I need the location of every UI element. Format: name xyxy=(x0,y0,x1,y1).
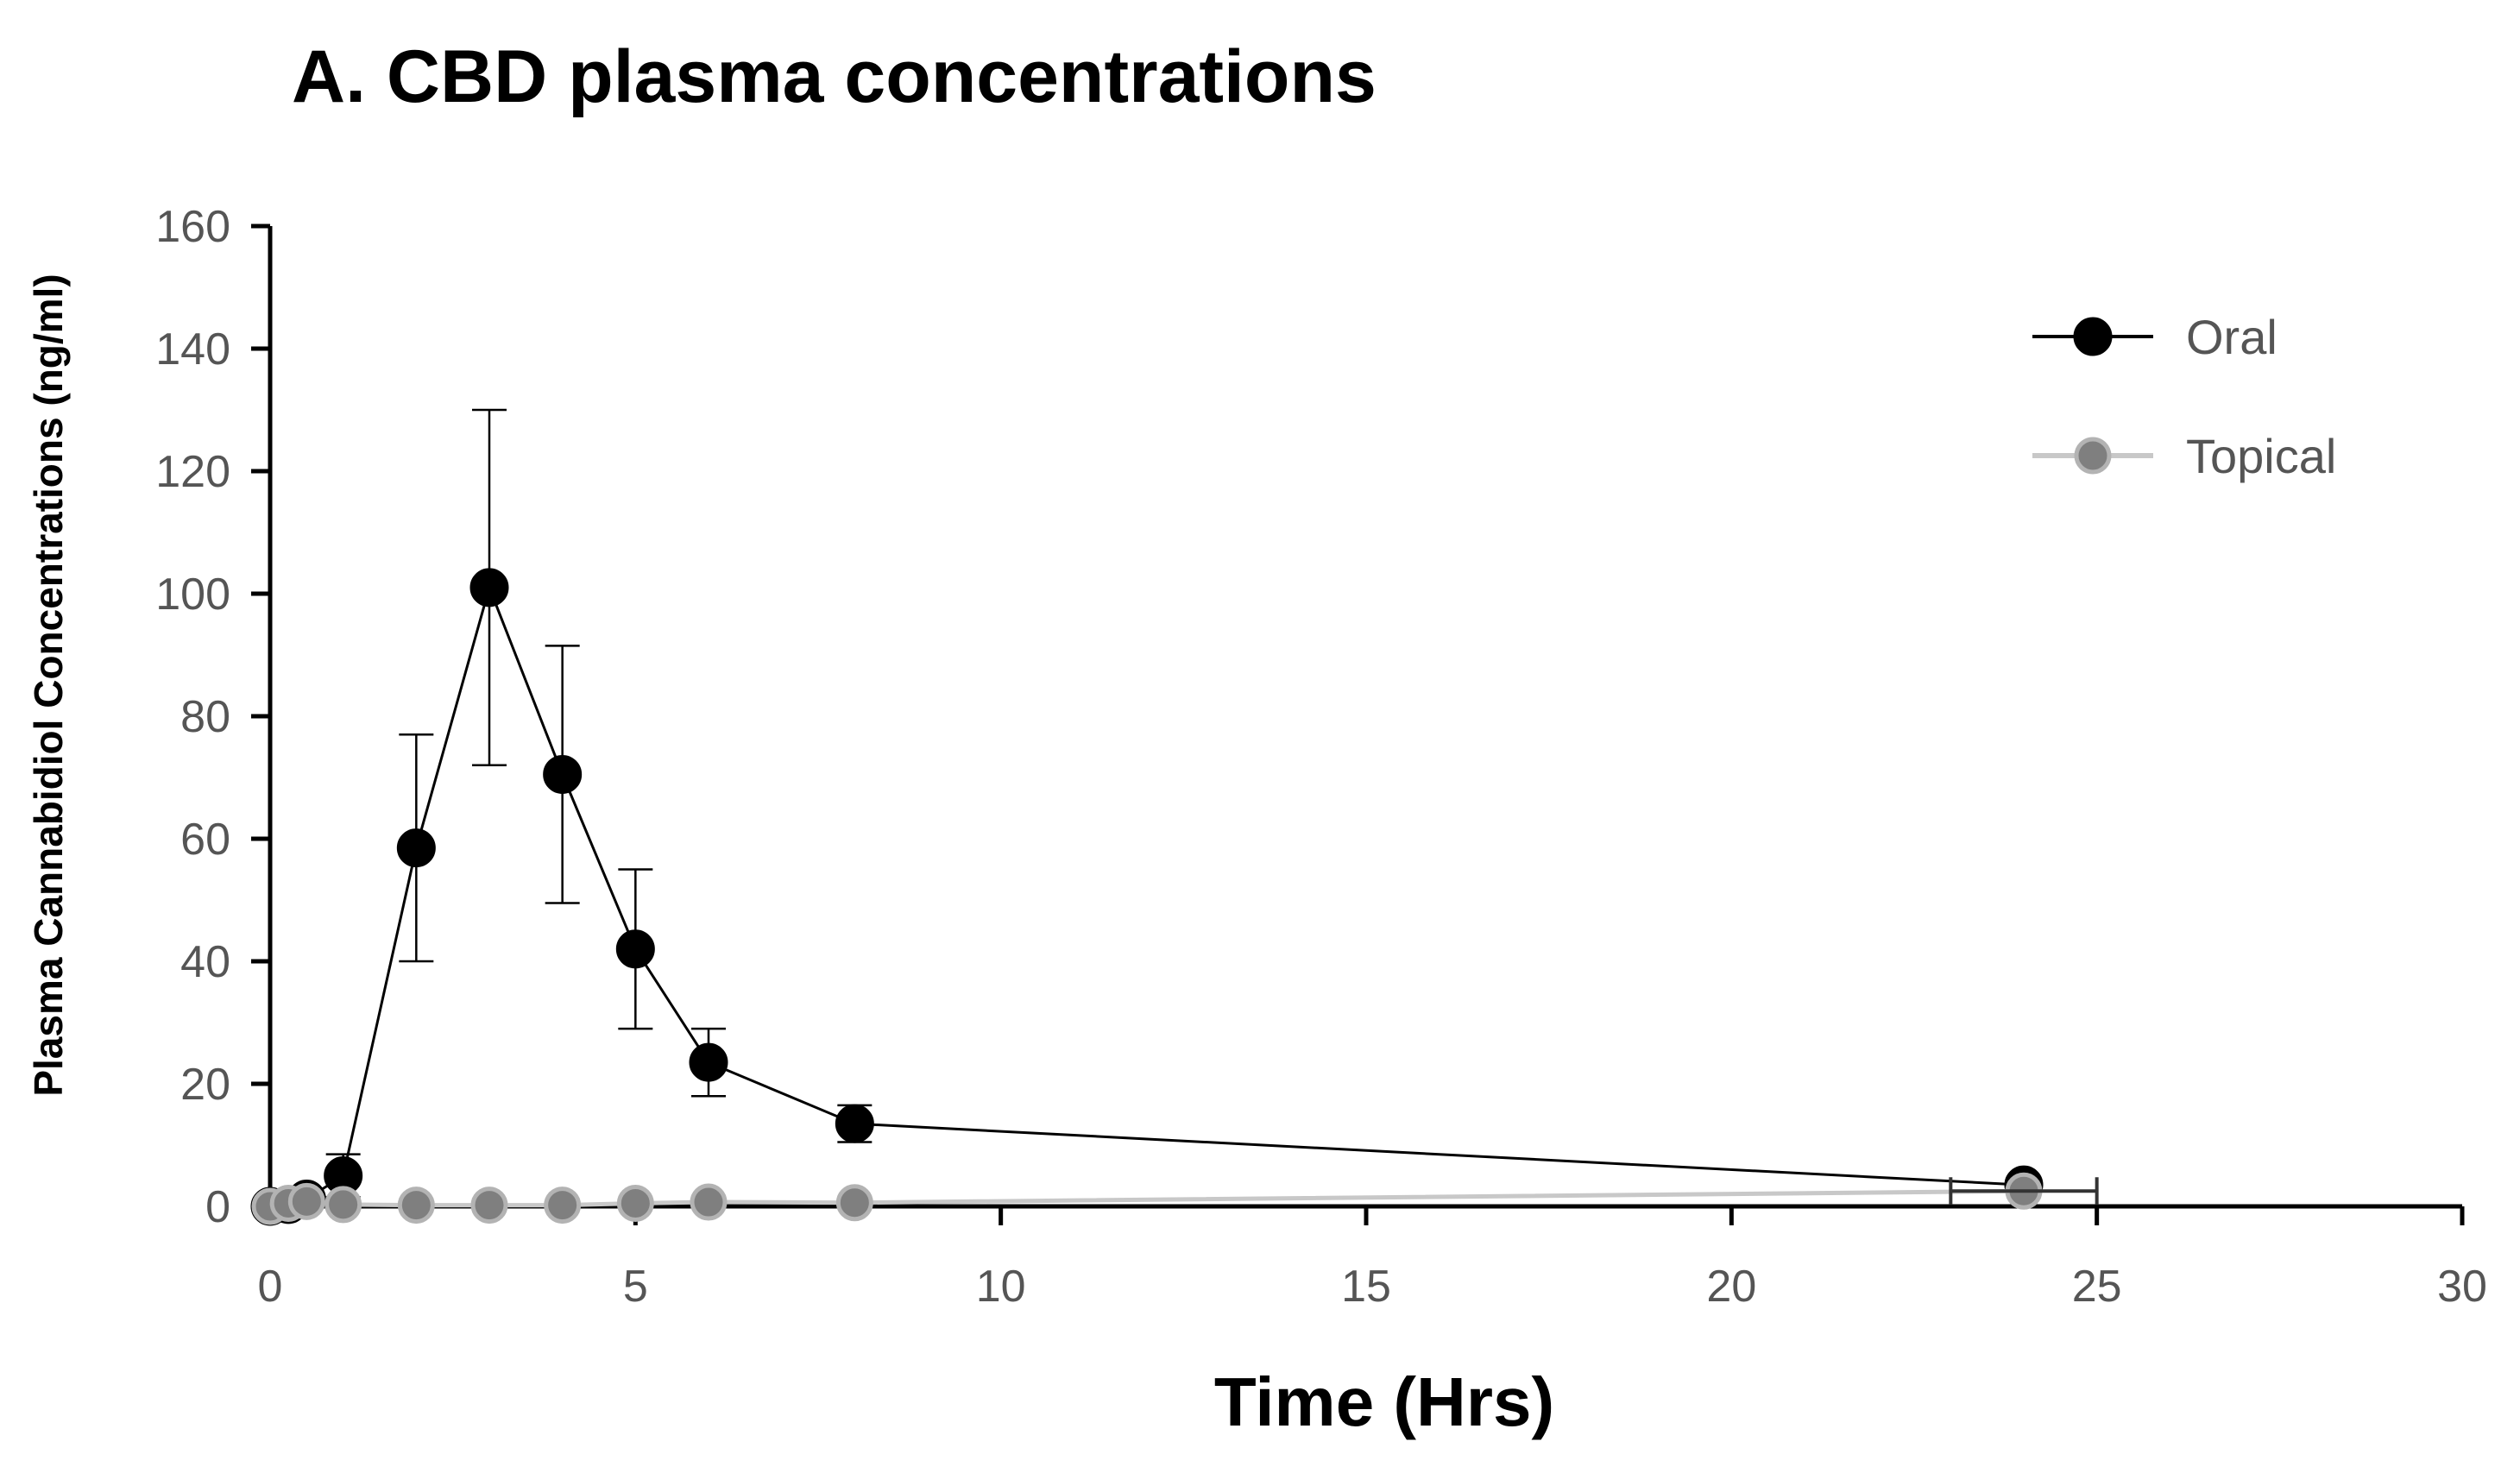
legend-label: Topical xyxy=(2186,429,2336,483)
x-tick-label: 20 xyxy=(1706,1262,1756,1312)
data-point-oral xyxy=(543,754,583,794)
y-tick-label: 140 xyxy=(155,324,230,375)
data-series xyxy=(250,408,2099,1226)
data-point-topical xyxy=(287,1182,325,1220)
y-tick-label: 60 xyxy=(180,815,230,865)
data-point-topical xyxy=(690,1183,728,1221)
y-tick-label: 100 xyxy=(155,570,230,620)
data-point-topical xyxy=(397,1187,435,1224)
y-axis-title: Plasma Cannabidiol Concentrations (ng/ml… xyxy=(26,274,71,1096)
series-line-oral xyxy=(269,583,2025,1208)
y-tick-label: 160 xyxy=(155,202,230,252)
axes: 0 20 40 60 80 100 120 140 160 0 5 10 15 20 25 30 xyxy=(155,202,2487,1312)
legend-item-topical: Topical xyxy=(2032,429,2336,483)
legend-marker xyxy=(2073,317,2113,356)
chart-title: A. CBD plasma concentrations xyxy=(292,35,1377,118)
data-point-oral xyxy=(469,568,509,607)
y-tick-label: 120 xyxy=(155,447,230,497)
y-tick-label: 80 xyxy=(180,692,230,742)
data-point-oral xyxy=(396,828,436,868)
series-oral xyxy=(250,408,2044,1226)
x-tick-label: 15 xyxy=(1341,1262,1391,1312)
y-tick-label: 40 xyxy=(180,937,230,987)
data-point-oral xyxy=(689,1042,728,1082)
x-tick-label: 10 xyxy=(976,1262,1026,1312)
legend-item-oral: Oral xyxy=(2032,310,2277,364)
x-tick-label: 0 xyxy=(258,1262,283,1312)
data-point-topical xyxy=(616,1184,654,1222)
y-tick-label: 20 xyxy=(180,1060,230,1110)
x-axis-title: Time (Hrs) xyxy=(1214,1363,1554,1440)
legend-label: Oral xyxy=(2186,310,2277,364)
legend: Oral Topical xyxy=(2032,310,2336,483)
data-point-topical xyxy=(835,1184,873,1222)
series-topical xyxy=(251,1172,2043,1225)
data-point-topical xyxy=(324,1186,362,1224)
data-point-oral xyxy=(835,1104,874,1143)
data-point-topical xyxy=(544,1187,582,1224)
x-tick-label: 25 xyxy=(2072,1262,2122,1312)
data-point-oral xyxy=(615,929,655,969)
series-line-topical xyxy=(269,1188,2025,1209)
y-tick-label: 0 xyxy=(205,1182,230,1232)
x-error-bars xyxy=(1949,1177,2099,1205)
data-point-topical xyxy=(470,1187,508,1224)
legend-marker xyxy=(2074,437,2112,475)
x-tick-label: 5 xyxy=(623,1262,648,1312)
x-tick-label: 30 xyxy=(2437,1262,2487,1312)
